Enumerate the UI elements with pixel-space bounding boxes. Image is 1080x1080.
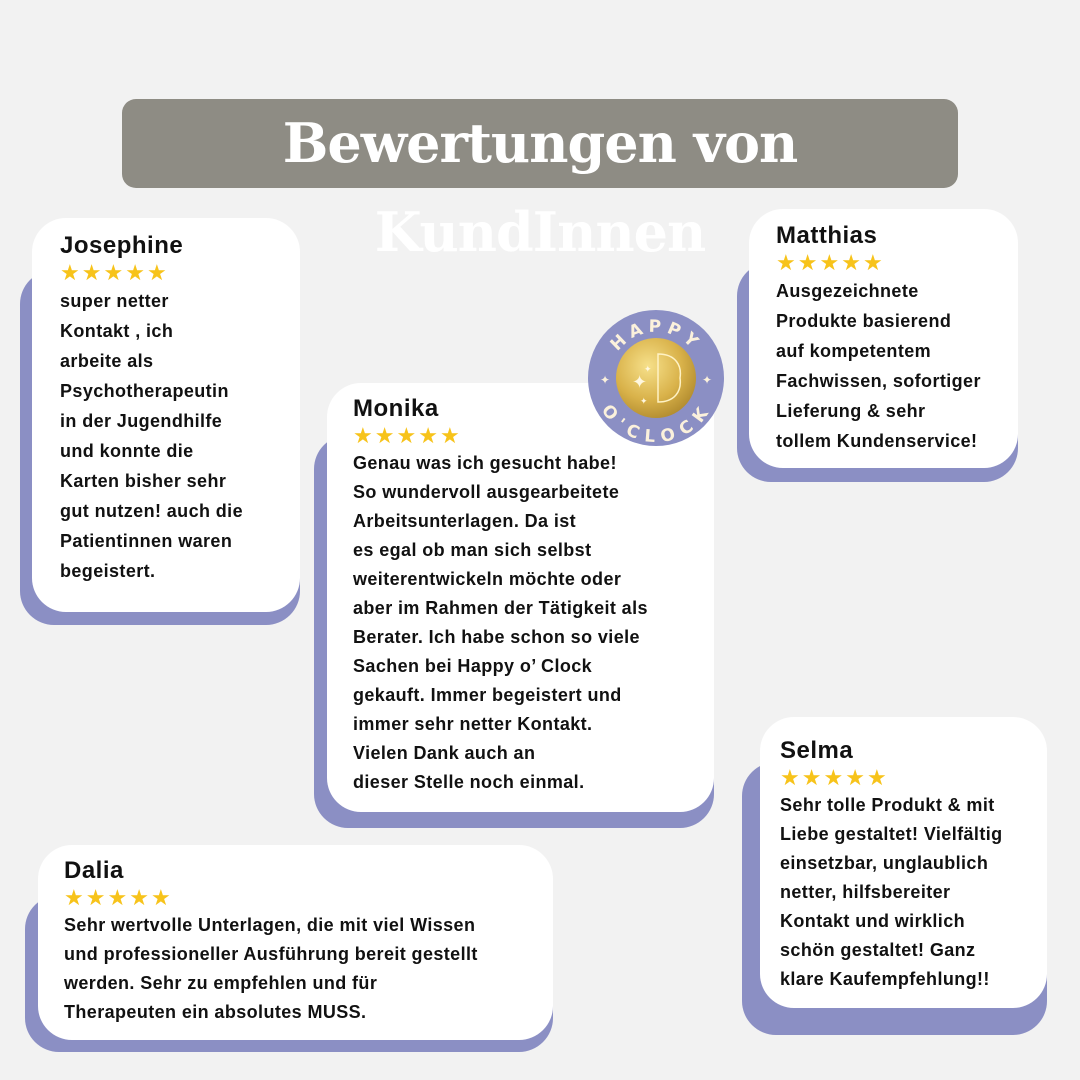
reviewer-name: Josephine xyxy=(60,232,184,259)
star-rating: ★★★★★ xyxy=(60,260,300,286)
star-icon: ★ xyxy=(353,423,375,448)
review-line: Therapeuten ein absolutes MUSS. xyxy=(64,1002,367,1022)
review-line: Lieferung & sehr xyxy=(776,401,926,421)
star-icon: ★ xyxy=(418,423,440,448)
review-line: Liebe gestaltet! Vielfältig xyxy=(780,824,1003,844)
review-line: tollem Kundenservice! xyxy=(776,431,978,451)
star-rating: ★★★★★ xyxy=(353,423,714,449)
review-line: Fachwissen, sofortiger xyxy=(776,371,981,391)
review-line: Ausgezeichnete xyxy=(776,281,919,301)
review-line: Kontakt , ich xyxy=(60,321,174,341)
star-icon: ★ xyxy=(85,885,108,910)
star-icon: ★ xyxy=(150,885,173,910)
star-icon: ★ xyxy=(801,765,824,790)
review-card-josephine: Josephine ★★★★★ super netter Kontakt , ich a… xyxy=(32,218,300,612)
review-line: es egal ob man sich selbst xyxy=(353,540,592,560)
review-line: Berater. Ich habe schon so viele xyxy=(353,627,640,647)
review-card-matthias: Matthias ★★★★★ Ausgezeichnete Produkte basi… xyxy=(749,209,1018,468)
review-line: Genau was ich gesucht habe! xyxy=(353,453,617,473)
review-line: klare Kaufempfehlung!! xyxy=(780,969,990,989)
review-line: und professioneller Ausführung bereit ge… xyxy=(64,944,478,964)
review-line: weiterentwickeln möchte oder xyxy=(353,569,622,589)
review-line: und konnte die xyxy=(60,441,194,461)
review-text: Genau was ich gesucht habe! So wundervoll… xyxy=(353,449,714,797)
review-line: arbeite als xyxy=(60,351,154,371)
review-text: Sehr wertvolle Unterlagen, die mit viel … xyxy=(64,911,553,1027)
star-icon: ★ xyxy=(776,250,798,275)
star-icon: ★ xyxy=(129,885,151,910)
star-icon: ★ xyxy=(862,250,885,275)
star-icon: ★ xyxy=(841,250,863,275)
review-card-monika: Monika ★★★★★ Genau was ich gesucht habe! So… xyxy=(327,383,714,812)
review-line: werden. Sehr zu empfehlen und für xyxy=(64,973,378,993)
star-rating: ★★★★★ xyxy=(780,765,1047,791)
review-line: netter, hilfsbereiter xyxy=(780,882,951,902)
review-line: einsetzbar, unglaublich xyxy=(780,853,989,873)
review-card-selma: Selma ★★★★★ Sehr tolle Produkt & mit Liebe … xyxy=(760,717,1047,1008)
review-line: auf kompetentem xyxy=(776,341,932,361)
reviewer-name: Selma xyxy=(780,737,854,764)
review-line: Karten bisher sehr xyxy=(60,471,227,491)
review-line: Vielen Dank auch an xyxy=(353,743,536,763)
review-line: gekauft. Immer begeistert und xyxy=(353,685,622,705)
review-line: schön gestaltet! Ganz xyxy=(780,940,976,960)
review-line: begeistert. xyxy=(60,561,156,581)
star-icon: ★ xyxy=(439,423,462,448)
review-line: aber im Rahmen der Tätigkeit als xyxy=(353,598,648,618)
star-icon: ★ xyxy=(797,250,820,275)
review-line: Produkte basierend xyxy=(776,311,952,331)
page-title: Bewertungen von KundInnen xyxy=(122,99,958,264)
star-rating: ★★★★★ xyxy=(776,250,1018,276)
star-icon: ★ xyxy=(125,260,147,285)
review-line: dieser Stelle noch einmal. xyxy=(353,772,585,792)
review-line: Sachen bei Happy o’ Clock xyxy=(353,656,593,676)
star-icon: ★ xyxy=(60,260,82,285)
review-line: Sehr tolle Produkt & mit xyxy=(780,795,995,815)
star-icon: ★ xyxy=(780,765,802,790)
star-icon: ★ xyxy=(823,765,846,790)
review-line: Sehr wertvolle Unterlagen, die mit viel … xyxy=(64,915,476,935)
review-line: in der Jugendhilfe xyxy=(60,411,223,431)
reviewer-name: Matthias xyxy=(776,222,878,249)
star-icon: ★ xyxy=(819,250,842,275)
review-line: Patientinnen waren xyxy=(60,531,233,551)
star-icon: ★ xyxy=(866,765,889,790)
star-rating: ★★★★★ xyxy=(64,885,553,911)
svg-text:✦: ✦ xyxy=(702,373,712,387)
star-icon: ★ xyxy=(64,885,86,910)
reviewer-name: Monika xyxy=(353,395,439,422)
review-card-dalia: Dalia ★★★★★ Sehr wertvolle Unterlagen, die… xyxy=(38,845,553,1040)
svg-text:✦: ✦ xyxy=(600,373,610,387)
star-icon: ★ xyxy=(146,260,169,285)
review-line: Kontakt und wirklich xyxy=(780,911,966,931)
star-icon: ★ xyxy=(107,885,130,910)
review-text: Sehr tolle Produkt & mit Liebe gestaltet!… xyxy=(780,791,1047,994)
star-icon: ★ xyxy=(845,765,867,790)
svg-text:✦: ✦ xyxy=(632,372,647,392)
review-line: Arbeitsunterlagen. Da ist xyxy=(353,511,577,531)
star-icon: ★ xyxy=(103,260,126,285)
svg-text:✦: ✦ xyxy=(644,364,652,374)
review-line: Psychotherapeutin xyxy=(60,381,229,401)
reviewer-name: Dalia xyxy=(64,857,124,884)
review-line: So wundervoll ausgearbeitete xyxy=(353,482,620,502)
star-icon: ★ xyxy=(81,260,104,285)
review-line: gut nutzen! auch die xyxy=(60,501,243,521)
review-line: immer sehr netter Kontakt. xyxy=(353,714,593,734)
happy-oclock-logo: HAPPY O'CLOCK ✦ ✦ ✦✦✦ xyxy=(588,310,724,446)
review-text: Ausgezeichnete Produkte basierend auf komp… xyxy=(776,276,1018,456)
star-icon: ★ xyxy=(374,423,397,448)
svg-text:✦: ✦ xyxy=(640,396,648,406)
review-text: super netter Kontakt , ich arbeite als Psyc… xyxy=(60,286,300,586)
review-line: super netter xyxy=(60,291,169,311)
star-icon: ★ xyxy=(396,423,419,448)
